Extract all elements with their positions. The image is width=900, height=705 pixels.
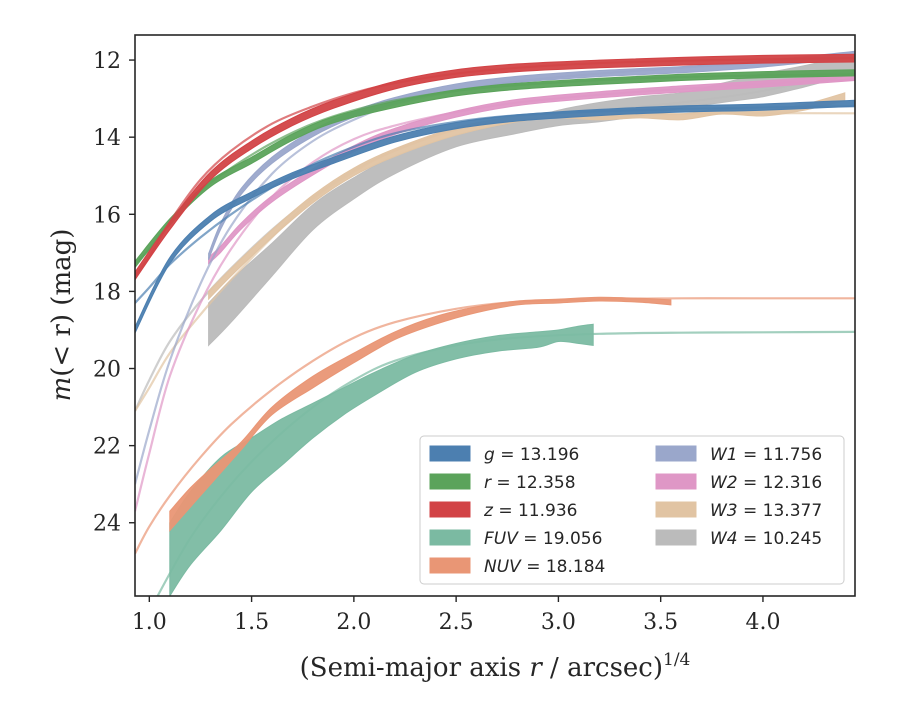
series-fuv <box>156 323 855 596</box>
legend-swatch <box>429 501 471 518</box>
legend-label: g = 13.196 <box>484 445 579 465</box>
y-tick-label: 20 <box>93 358 121 383</box>
series-nuv-data-band <box>169 296 672 532</box>
x-axis-title: (Semi-major axis r / arcsec)1/4 <box>300 650 691 683</box>
legend-swatch <box>655 445 697 462</box>
legend-swatch <box>429 473 471 490</box>
y-axis: 12 14 16 18 20 22 24 <box>93 49 135 537</box>
x-tick-label: 4.0 <box>745 610 780 635</box>
series-nuv <box>135 296 855 555</box>
legend-label: r = 12.358 <box>484 473 576 493</box>
y-tick-label: 12 <box>93 49 121 74</box>
x-tick-label: 3.0 <box>541 610 576 635</box>
y-tick-label: 22 <box>93 435 121 460</box>
legend-label: W4 = 10.245 <box>710 529 822 549</box>
x-tick-label: 1.0 <box>132 610 167 635</box>
legend-swatch <box>655 473 697 490</box>
legend-entry-nuv: NUV = 18.184 <box>429 557 605 577</box>
y-tick-label: 24 <box>93 512 121 537</box>
plot-frame <box>134 34 856 597</box>
legend-swatch <box>429 529 471 546</box>
legend-label: NUV = 18.184 <box>484 557 605 577</box>
series-r-data-band <box>135 69 855 269</box>
x-tick-label: 2.5 <box>439 610 474 635</box>
x-axis: 1.0 1.5 2.0 2.5 3.0 3.5 4.0 <box>132 596 780 635</box>
y-tick-label: 14 <box>93 126 121 151</box>
legend-entry-z: z = 11.936 <box>429 501 577 521</box>
legend-entry-fuv: FUV = 19.056 <box>429 529 602 549</box>
series-g-data-band <box>135 99 855 334</box>
series-layer <box>135 50 855 596</box>
legend-entry-w4: W4 = 10.245 <box>655 529 822 549</box>
legend-swatch <box>655 501 697 518</box>
legend-entry-w3: W3 = 13.377 <box>655 501 822 521</box>
legend-label: W2 = 12.316 <box>710 473 822 493</box>
y-tick-label: 16 <box>93 203 121 228</box>
y-axis-title: m(< r) (mag) <box>47 229 77 402</box>
series-z-data-band <box>135 53 855 281</box>
x-tick-label: 3.5 <box>643 610 678 635</box>
legend-entry-w1: W1 = 11.756 <box>655 445 822 465</box>
legend-frame <box>419 435 845 585</box>
legend-swatch <box>429 445 471 462</box>
legend-entry-r: r = 12.358 <box>429 473 576 493</box>
legend-label: W3 = 13.377 <box>710 501 822 521</box>
x-tick-label: 1.5 <box>234 610 269 635</box>
legend-label: FUV = 19.056 <box>484 529 602 549</box>
legend: g = 13.196 r = 12.358 z = 11.936 FUV = 19.0… <box>419 435 845 585</box>
series-fuv-data-band <box>169 323 594 596</box>
legend-label: W1 = 11.756 <box>710 445 822 465</box>
series-z <box>135 53 855 281</box>
y-tick-label: 18 <box>93 280 121 305</box>
legend-label: z = 11.936 <box>483 501 577 521</box>
legend-swatch <box>655 529 697 546</box>
x-tick-label: 2.0 <box>336 610 371 635</box>
series-nuv-model-line <box>135 297 855 555</box>
legend-entry-g: g = 13.196 <box>429 445 579 465</box>
legend-entry-w2: W2 = 12.316 <box>655 473 822 493</box>
series-g <box>135 99 855 334</box>
legend-swatch <box>429 557 471 574</box>
